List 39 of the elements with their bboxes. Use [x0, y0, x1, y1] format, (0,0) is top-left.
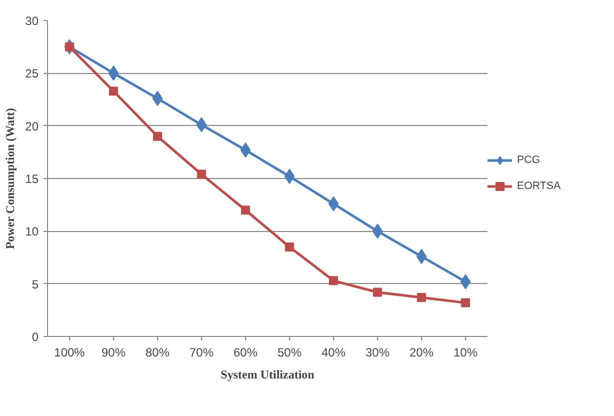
- point: [197, 170, 206, 179]
- y-tick-label: 15: [25, 172, 39, 186]
- x-tick-label: 100%: [54, 346, 86, 360]
- point: [241, 206, 250, 215]
- point: [196, 117, 207, 132]
- point: [109, 86, 118, 96]
- legend-label: EORTSA: [517, 180, 561, 192]
- y-tick-label: 5: [32, 277, 39, 292]
- point: [373, 288, 382, 297]
- y-axis-title: Power Consumption (Watt): [3, 108, 18, 250]
- x-tick-label: 60%: [233, 346, 258, 360]
- point: [108, 66, 119, 81]
- point: [416, 248, 427, 264]
- point: [460, 274, 471, 290]
- x-tick-label: 20%: [409, 346, 434, 360]
- point: [153, 132, 162, 141]
- point: [461, 298, 470, 308]
- point: [152, 90, 163, 106]
- y-tick-label: 30: [25, 14, 39, 28]
- legend-label: PCG: [517, 154, 540, 166]
- x-axis-title: System Utilization: [220, 368, 315, 382]
- point: [240, 142, 251, 158]
- x-tick-label: 30%: [365, 346, 390, 360]
- point: [285, 242, 294, 252]
- point: [372, 224, 383, 239]
- x-tick-label: 70%: [189, 346, 214, 360]
- y-tick-label: 10: [25, 224, 39, 239]
- point: [328, 196, 339, 212]
- x-tick-label: 80%: [145, 346, 170, 360]
- y-tick-label: 0: [32, 330, 39, 344]
- point: [284, 168, 295, 184]
- x-tick-label: 50%: [277, 346, 302, 360]
- y-tick-label: 25: [25, 66, 39, 81]
- x-tick-label: 40%: [321, 346, 346, 360]
- y-tick-label: 20: [25, 119, 39, 134]
- x-tick-label: 90%: [101, 346, 126, 360]
- point: [329, 276, 338, 286]
- point: [417, 293, 426, 302]
- x-tick-label: 10%: [453, 346, 478, 360]
